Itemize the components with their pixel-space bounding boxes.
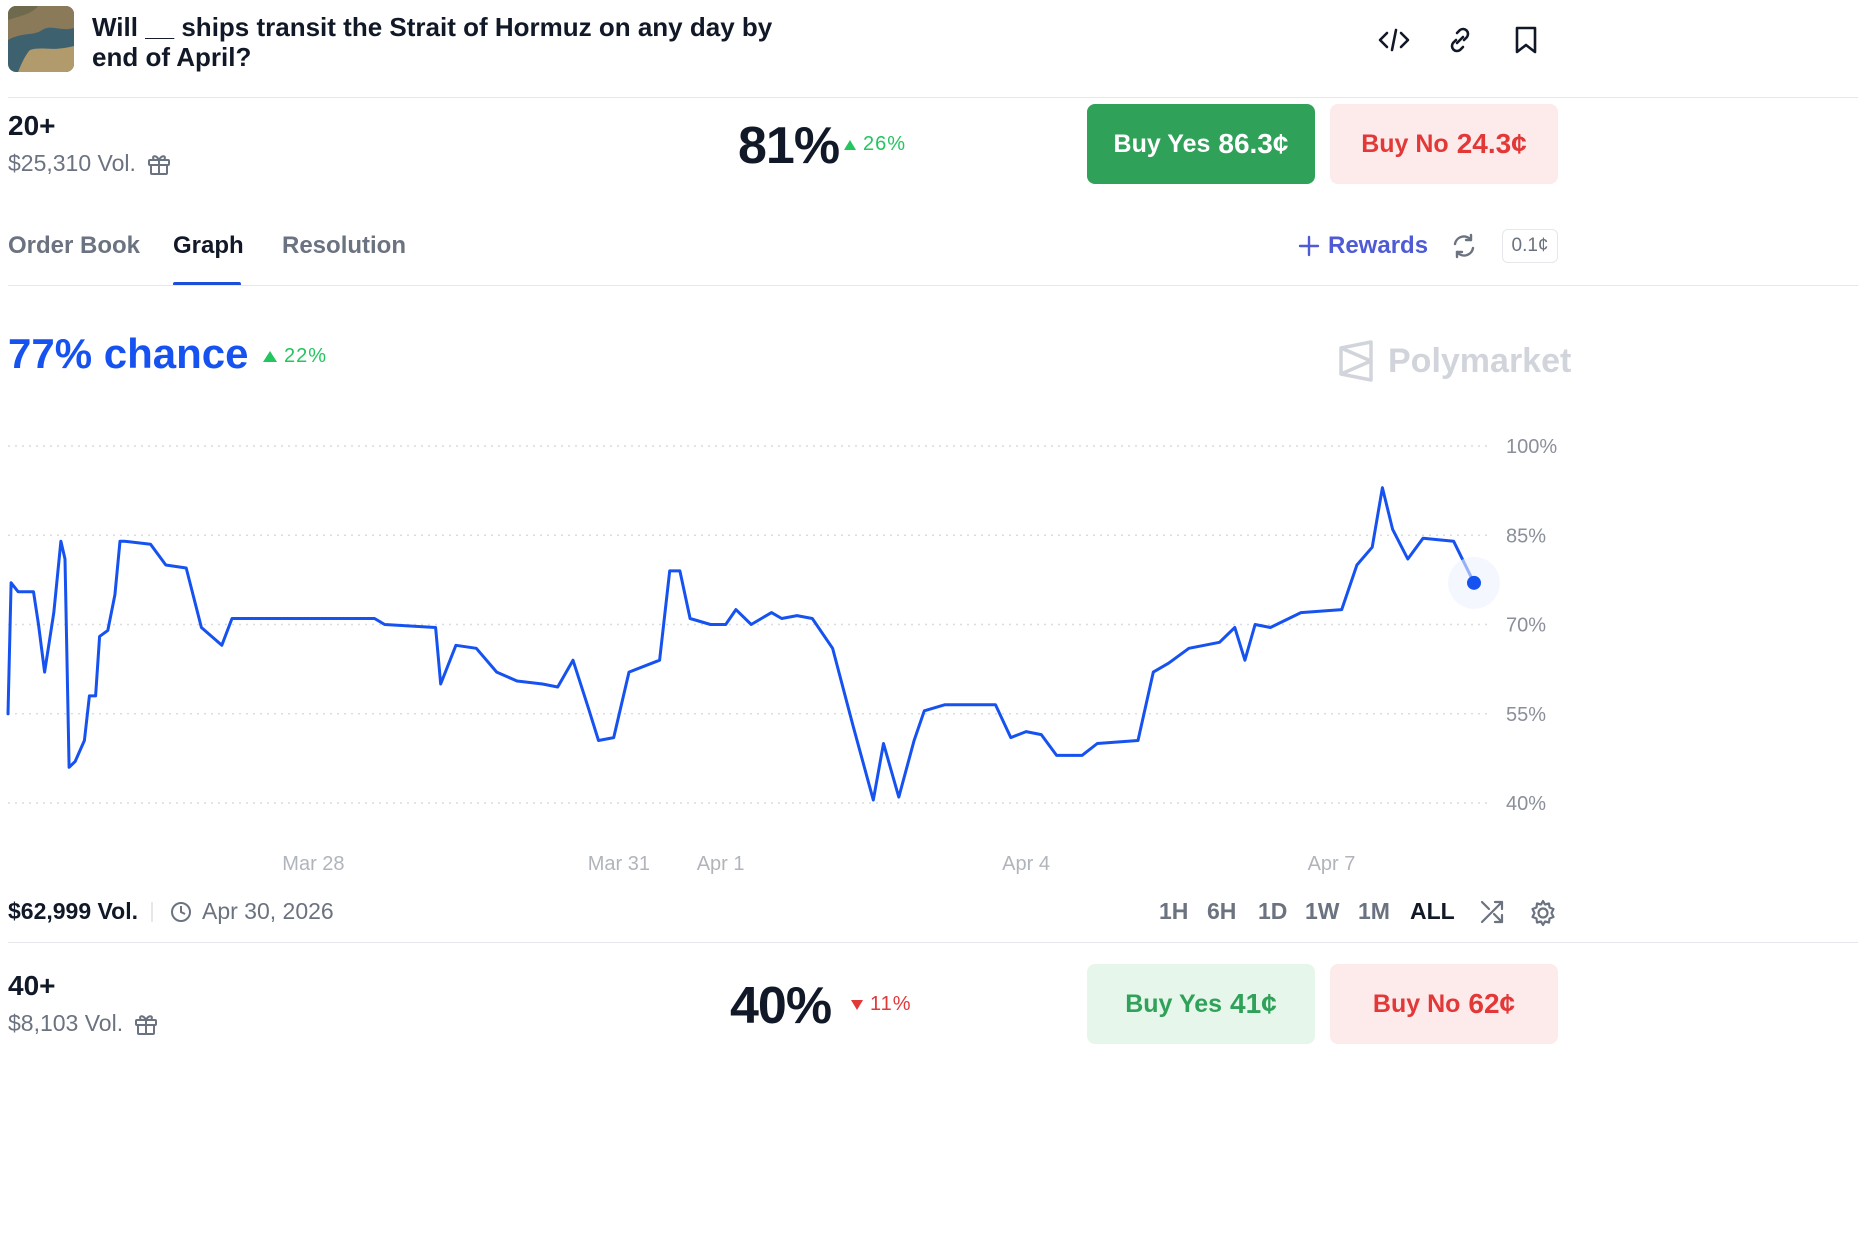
change-value: 26% [863,133,907,155]
plus-icon [1298,235,1320,257]
buy-yes-price: 86.3¢ [1218,128,1289,159]
range-1w[interactable]: 1W [1305,898,1340,924]
tab-resolution[interactable]: Resolution [282,232,406,259]
settings-gear-icon[interactable] [1528,898,1558,928]
chance-label: 77% chance [8,330,249,377]
triangle-down-icon [851,999,863,1010]
refresh-icon[interactable] [1450,232,1478,260]
x-tick-label: Mar 28 [282,853,344,875]
buy-no-button[interactable]: Buy No 24.3¢ [1330,104,1558,184]
shuffle-icon[interactable] [1478,898,1506,926]
market-title: Will __ ships transit the Strait of Horm… [92,12,773,72]
probability-change: 26% [843,133,906,156]
y-tick-label: 40% [1506,793,1546,815]
buy-yes-label: Buy Yes [1113,129,1211,158]
probability-change: 11% [850,993,912,1016]
embed-code-icon[interactable] [1376,22,1412,58]
change-value: 11% [870,993,912,1015]
watermark-text: Polymarket [1388,341,1572,380]
tick-size-selector[interactable]: 0.1¢ [1502,229,1558,263]
buy-yes-button[interactable]: Buy Yes 86.3¢ [1087,104,1315,184]
y-tick-label: 55% [1506,704,1546,726]
probability-chart[interactable]: 100% 85% 70% 55% 40% Mar 28 Mar 31 Apr 1 Apr 4 Ap… [0,400,1864,890]
link-icon[interactable] [1442,22,1478,58]
tab-graph[interactable]: Graph [173,232,244,259]
total-volume: $62,999 Vol. [8,898,138,924]
buy-no-label: Buy No [1372,989,1461,1018]
outcome-volume: $8,103 Vol. [8,1010,159,1037]
polymarket-watermark: Polymarket [1338,340,1571,382]
buy-no-price: 24.3¢ [1456,128,1527,159]
clock-icon [171,901,191,922]
buy-yes-button[interactable]: Buy Yes 41¢ [1087,964,1315,1044]
chance-change: 22% [262,345,327,368]
polymarket-logo-icon [1339,340,1373,382]
triangle-up-icon [844,139,856,150]
outcome-probability: 40% [730,977,832,1035]
outcome-name: 20+ [8,110,56,141]
divider [8,285,1858,286]
range-6h[interactable]: 6H [1207,898,1237,924]
range-1d[interactable]: 1D [1258,898,1288,924]
range-all[interactable]: ALL [1410,898,1455,924]
range-1m[interactable]: 1M [1358,898,1390,924]
endpoint-marker[interactable] [1467,575,1481,590]
end-date: Apr 30, 2026 [170,898,334,925]
outcome-name: 40+ [8,970,56,1001]
outcome-probability: 81% [738,117,840,175]
rewards-label: Rewards [1328,232,1429,259]
gift-icon[interactable] [133,1011,159,1037]
chance-change-value: 22% [284,345,328,367]
buy-yes-price: 41¢ [1230,988,1277,1019]
tick-size-value: 0.1¢ [1511,235,1549,256]
y-tick-label: 100% [1506,436,1557,458]
x-tick-label: Mar 31 [588,853,650,875]
series-line [6,486,1476,802]
end-date-text: Apr 30, 2026 [202,898,334,924]
buy-no-label: Buy No [1361,129,1449,158]
x-tick-label: Apr 7 [1308,853,1356,875]
rewards-button[interactable]: Rewards [1298,232,1428,260]
outcome-volume: $25,310 Vol. [8,150,172,177]
buy-yes-label: Buy Yes [1125,989,1223,1018]
divider [8,97,1858,98]
buy-no-price: 62¢ [1468,988,1516,1019]
triangle-up-icon [263,351,277,362]
y-tick-label: 85% [1506,525,1546,547]
volume-text: $8,103 Vol. [8,1010,124,1036]
x-tick-label: Apr 1 [697,853,745,875]
bookmark-icon[interactable] [1508,22,1544,58]
y-tick-label: 70% [1506,615,1546,637]
market-thumbnail [8,6,74,72]
active-tab-indicator [173,282,241,286]
gift-icon[interactable] [146,151,172,177]
tab-order-book[interactable]: Order Book [8,232,141,259]
divider [8,942,1858,943]
buy-no-button[interactable]: Buy No 62¢ [1330,964,1558,1044]
range-1h[interactable]: 1H [1159,898,1189,924]
volume-text: $25,310 Vol. [8,150,136,176]
x-tick-label: Apr 4 [1002,853,1050,875]
divider [151,902,153,922]
